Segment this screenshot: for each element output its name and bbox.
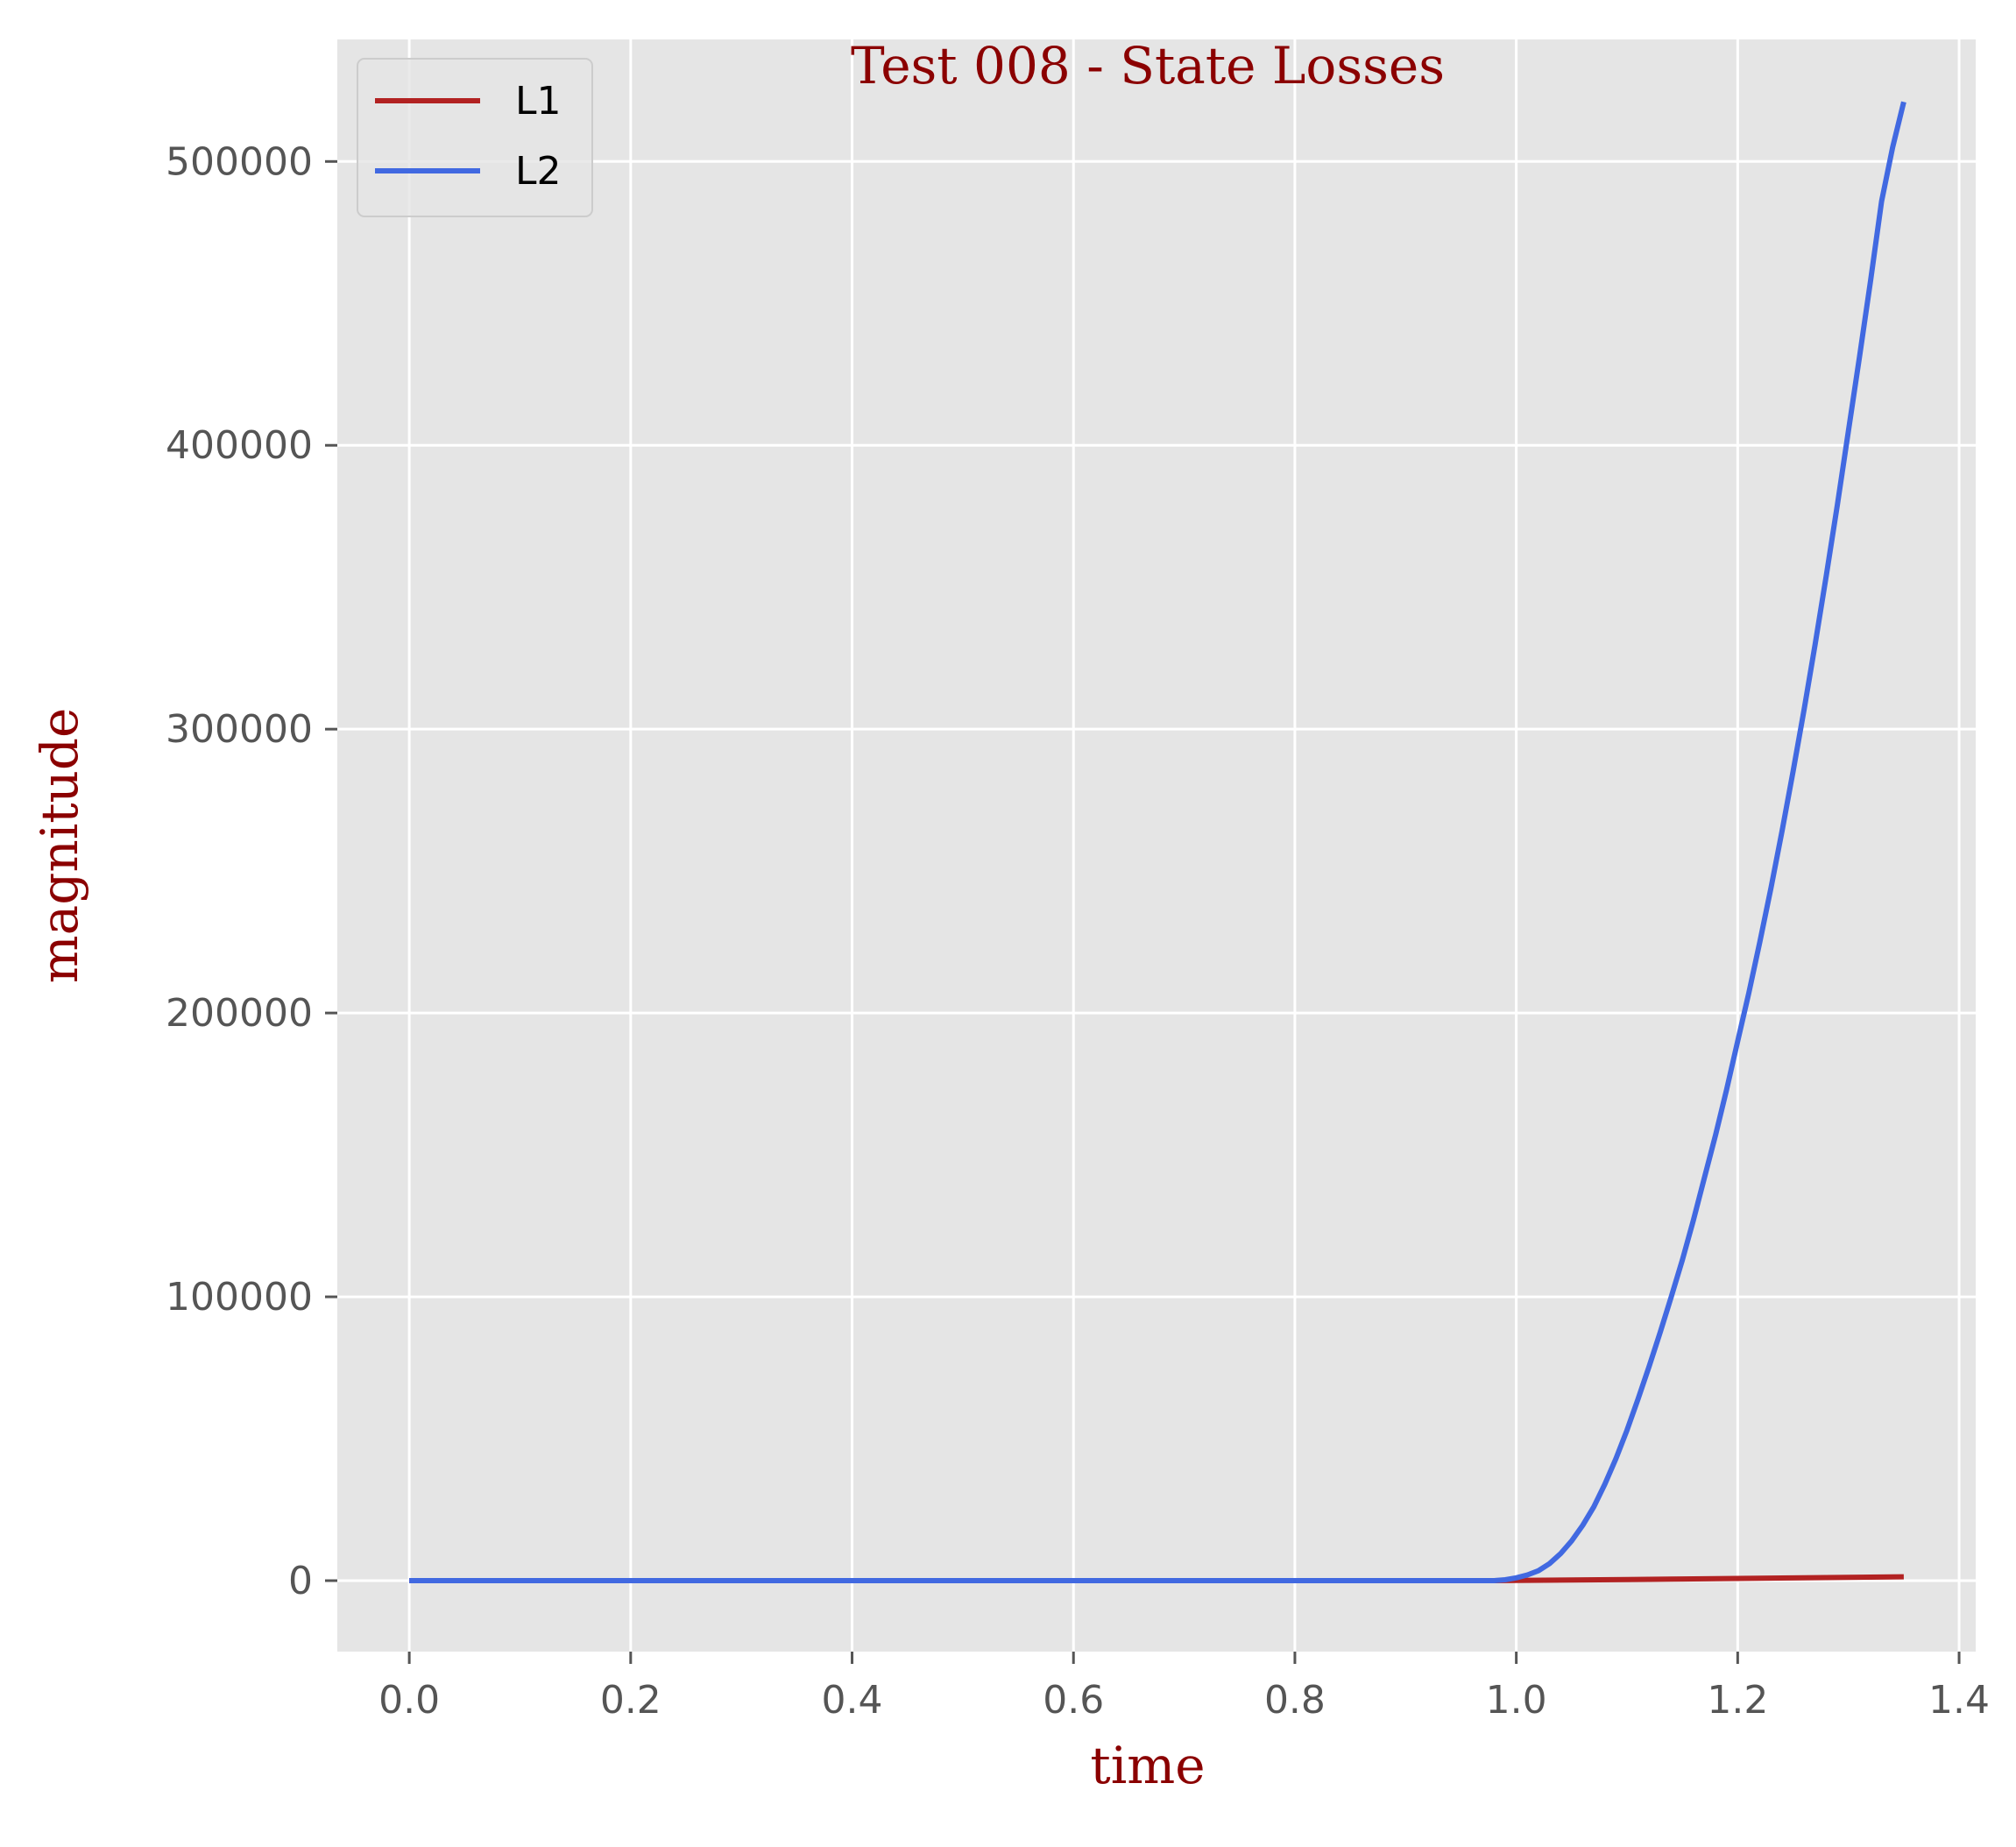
x-tick-label: 0.2: [600, 1678, 661, 1723]
legend-label-l1: L1: [515, 79, 562, 124]
x-tick-label: 0.0: [378, 1678, 440, 1723]
x-tick-label: 1.0: [1486, 1678, 1547, 1723]
x-axis-label: time: [1090, 1736, 1205, 1795]
x-tick-label: 0.8: [1264, 1678, 1326, 1723]
y-tick-label: 400000: [166, 423, 313, 468]
y-tick-label: 200000: [166, 991, 313, 1036]
axis-ticks: 0.0 0.2 0.4 0.6 0.8 1.0 1.2 1.4 0 100000 200000 300…: [166, 139, 1990, 1723]
y-tick-label: 100000: [166, 1275, 313, 1320]
chart-title: Test 008 - State Losses: [851, 36, 1445, 96]
legend-label-l2: L2: [515, 149, 562, 194]
legend: L1 L2: [357, 58, 593, 217]
y-tick-label: 0: [288, 1559, 313, 1603]
x-tick-label: 1.4: [1928, 1678, 1990, 1723]
y-tick-label: 500000: [166, 139, 313, 184]
series-lines: [409, 101, 1906, 1583]
y-axis-label: magnitude: [30, 708, 89, 984]
x-tick-label: 1.2: [1707, 1678, 1768, 1723]
y-tick-label: 300000: [166, 707, 313, 752]
series-line-l2: [409, 101, 1906, 1583]
plot-area: [337, 39, 1976, 1652]
x-tick-label: 0.6: [1043, 1678, 1104, 1723]
x-tick-label: 0.4: [822, 1678, 883, 1723]
